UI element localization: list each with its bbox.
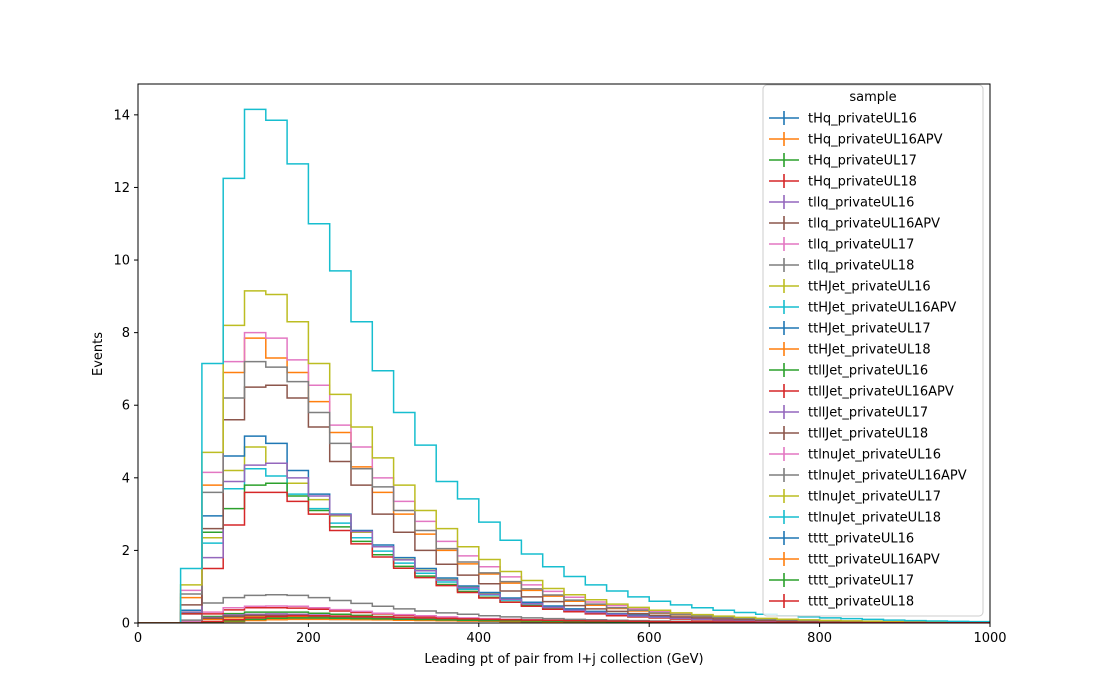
y-tick-label: 2 xyxy=(122,544,130,559)
x-axis-ticks: 0 200 400 600 800 1000 xyxy=(134,623,1007,646)
legend-entry: ttlnuJet_privateUL16 xyxy=(769,447,941,463)
legend-label: tttt_privateUL17 xyxy=(808,574,914,589)
legend-entry: ttlnuJet_privateUL16APV xyxy=(769,468,967,484)
x-tick-label: 600 xyxy=(637,631,662,646)
legend-label: ttllJet_privateUL17 xyxy=(808,406,928,421)
legend-title: sample xyxy=(849,90,896,105)
legend-label: tllq_privateUL18 xyxy=(808,259,914,274)
legend-label: tHq_privateUL17 xyxy=(808,154,917,169)
legend-entry: tHq_privateUL18 xyxy=(769,174,917,190)
legend-label: ttHJet_privateUL18 xyxy=(808,343,931,358)
legend-label: tllq_privateUL17 xyxy=(808,238,914,253)
legend-entry: tllq_privateUL17 xyxy=(769,237,914,253)
legend-entry: tllq_privateUL16APV xyxy=(769,216,940,232)
y-axis-ticks: 0 2 4 6 8 10 12 14 xyxy=(113,108,138,632)
legend-entry: tHq_privateUL16 xyxy=(769,111,917,127)
legend-entry: tllq_privateUL18 xyxy=(769,258,914,274)
legend-box xyxy=(762,84,984,617)
legend-entry: ttllJet_privateUL16APV xyxy=(769,384,954,400)
legend-label: ttlnuJet_privateUL18 xyxy=(808,511,941,526)
legend: sample tHq_privateUL16 tHq_privateUL16APV… xyxy=(762,84,984,617)
histogram-series-layer xyxy=(138,108,990,623)
legend-label: ttHJet_privateUL17 xyxy=(808,322,931,337)
x-tick-label: 800 xyxy=(807,631,832,646)
legend-entry: tttt_privateUL16 xyxy=(769,531,914,547)
series-line-19 xyxy=(138,108,990,623)
x-tick-label: 400 xyxy=(466,631,491,646)
legend-label: tHq_privateUL16APV xyxy=(808,133,943,148)
legend-entry: tHq_privateUL16APV xyxy=(769,132,943,148)
plot-frame xyxy=(137,83,991,624)
legend-label: tllq_privateUL16APV xyxy=(808,217,940,232)
y-tick-label: 14 xyxy=(113,108,130,123)
x-tick-label: 0 xyxy=(134,631,142,646)
y-tick-label: 8 xyxy=(122,326,130,341)
legend-label: ttHJet_privateUL16 xyxy=(808,280,931,295)
y-tick-label: 4 xyxy=(122,471,130,486)
x-tick-label: 200 xyxy=(296,631,321,646)
y-tick-label: 0 xyxy=(122,617,130,632)
legend-entry: ttllJet_privateUL17 xyxy=(769,405,928,421)
legend-entry: ttHJet_privateUL17 xyxy=(769,321,931,337)
y-axis-label: Events xyxy=(91,332,106,376)
y-tick-label: 6 xyxy=(122,399,130,414)
legend-entry: ttllJet_privateUL18 xyxy=(769,426,928,442)
legend-entry: ttHJet_privateUL16 xyxy=(769,279,931,295)
legend-label: tttt_privateUL18 xyxy=(808,595,914,610)
legend-label: tHq_privateUL18 xyxy=(808,175,917,190)
legend-label: tHq_privateUL16 xyxy=(808,112,917,127)
legend-entry: ttHJet_privateUL18 xyxy=(769,342,931,358)
x-tick-label: 1000 xyxy=(973,631,1006,646)
x-axis-label: Leading pt of pair from l+j collection (… xyxy=(424,652,703,667)
legend-label: ttlnuJet_privateUL16 xyxy=(808,448,941,463)
series-line-18 xyxy=(138,290,990,623)
legend-entry: tHq_privateUL17 xyxy=(769,153,917,169)
legend-label: tllq_privateUL16 xyxy=(808,196,914,211)
legend-label: tttt_privateUL16 xyxy=(808,532,914,547)
legend-label: ttllJet_privateUL16 xyxy=(808,364,928,379)
legend-entry: tllq_privateUL16 xyxy=(769,195,914,211)
y-tick-label: 12 xyxy=(113,181,130,196)
legend-label: ttllJet_privateUL16APV xyxy=(808,385,954,400)
legend-label: ttHJet_privateUL16APV xyxy=(808,301,956,316)
legend-entry: tttt_privateUL16APV xyxy=(769,552,940,568)
legend-entry: tttt_privateUL17 xyxy=(769,573,914,589)
legend-label: ttlnuJet_privateUL17 xyxy=(808,490,941,505)
legend-entry: tttt_privateUL18 xyxy=(769,594,914,610)
legend-entry: ttllJet_privateUL16 xyxy=(769,363,928,379)
legend-entry: ttlnuJet_privateUL18 xyxy=(769,510,941,526)
legend-label: tttt_privateUL16APV xyxy=(808,553,940,568)
legend-entry: ttlnuJet_privateUL17 xyxy=(769,489,941,505)
legend-label: ttllJet_privateUL18 xyxy=(808,427,928,442)
y-tick-label: 10 xyxy=(113,254,130,269)
legend-label: ttlnuJet_privateUL16APV xyxy=(808,469,967,484)
legend-entry: ttHJet_privateUL16APV xyxy=(769,300,956,316)
